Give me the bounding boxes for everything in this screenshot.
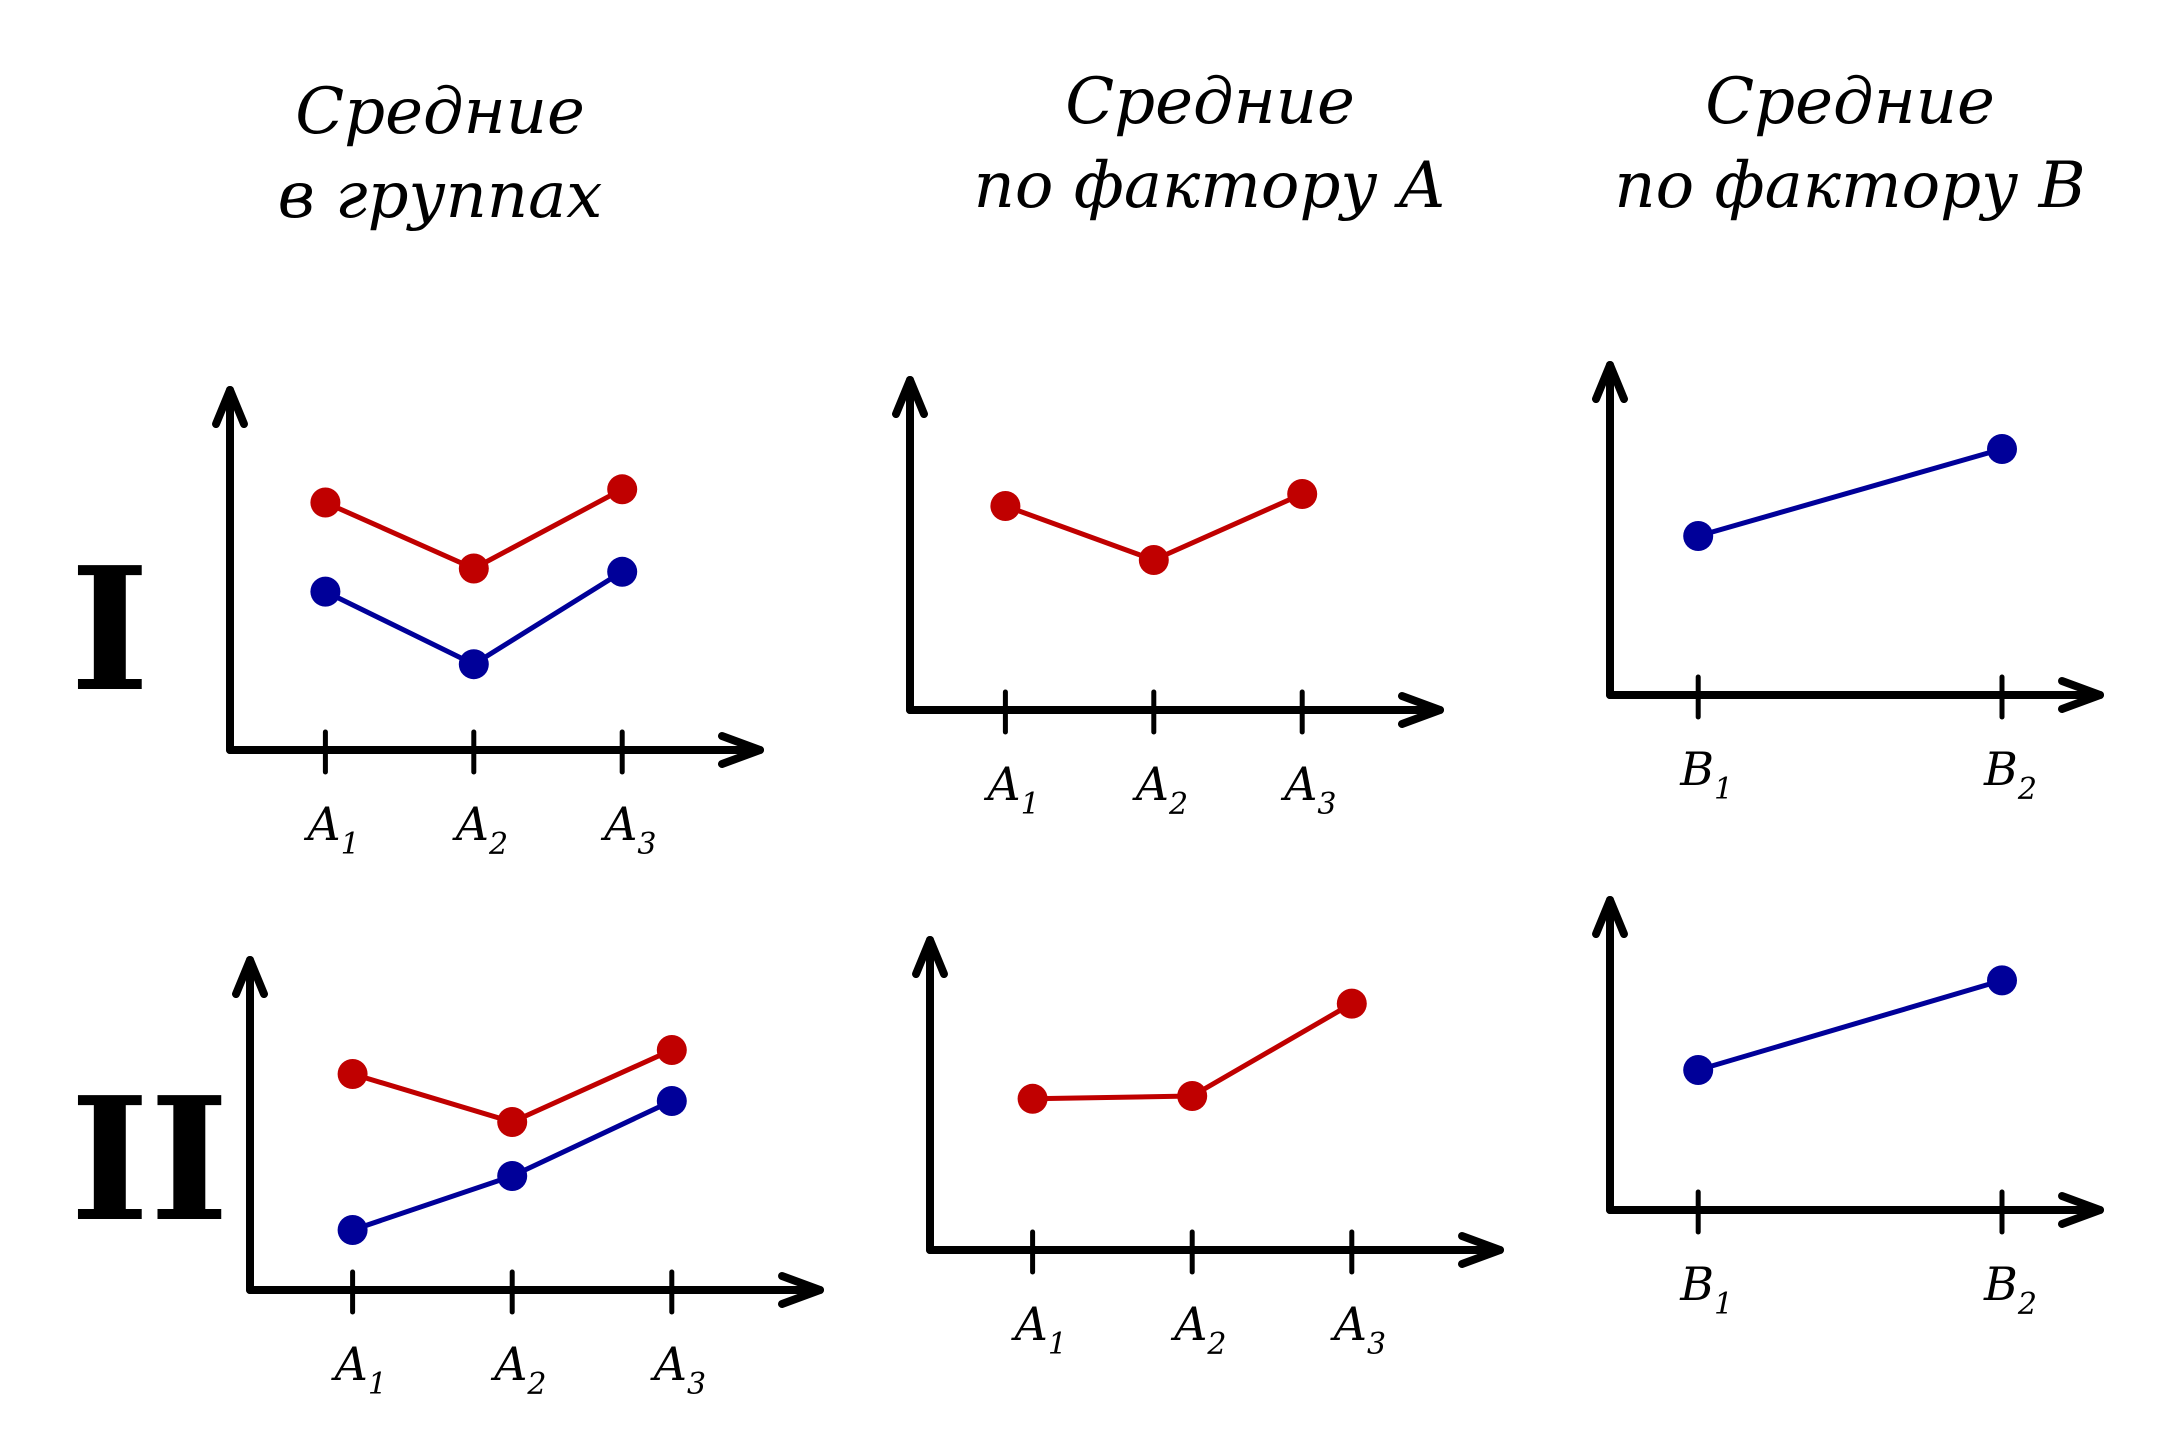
x-tick-label: A2 <box>452 797 508 862</box>
axes <box>892 376 1444 728</box>
chart-row1-factor-a: A1 A2 A3 <box>892 376 1444 822</box>
column-title-factor-b: Средние по фактору В <box>1560 60 2140 228</box>
x-tick-label: B1 <box>1679 742 1733 807</box>
column-title-line2: по фактору А <box>973 149 1447 223</box>
x-tick-label: A3 <box>600 797 656 862</box>
x-tick-label: B1 <box>1679 1257 1733 1322</box>
axes <box>232 956 824 1308</box>
x-axis-arrow <box>778 1272 824 1308</box>
data-point-blue <box>656 1086 687 1116</box>
data-point-blue <box>337 1215 368 1245</box>
data-point-blue <box>607 556 638 587</box>
data-point-blue <box>1987 965 2017 996</box>
axes <box>1592 896 2104 1228</box>
x-axis-arrow <box>1458 1232 1504 1268</box>
data-point-red <box>1177 1081 1208 1111</box>
data-point-red <box>497 1107 528 1137</box>
axes <box>912 936 1504 1268</box>
data-point-red <box>458 553 489 584</box>
row-label-1: I <box>70 530 150 730</box>
x-axis-arrow <box>1398 692 1444 728</box>
data-point-blue <box>1683 1055 1714 1085</box>
column-title-line2: в группах <box>277 159 603 233</box>
x-tick-label: A1 <box>1011 1297 1067 1362</box>
column-title-factor-a: Средние по фактору А <box>900 60 1520 228</box>
column-title-line1: Средние <box>295 75 585 149</box>
data-point-red <box>337 1059 368 1089</box>
x-tick-label: A1 <box>983 757 1039 822</box>
x-axis-arrow <box>718 732 764 768</box>
chart-row2-factor-b: B1 B2 <box>1592 896 2104 1322</box>
series-line-blue <box>1697 978 2003 1073</box>
x-tick-label: B2 <box>1983 742 2037 807</box>
x-tick-label: A3 <box>650 1337 706 1402</box>
chart-row2-groups: A1 A2 A3 <box>232 956 824 1402</box>
x-tick-label: A1 <box>331 1337 387 1402</box>
y-axis-arrow <box>912 936 948 978</box>
data-point-blue <box>1987 434 2017 464</box>
x-tick-label: A2 <box>1132 757 1188 822</box>
axes <box>1592 361 2104 713</box>
row-label-2: II <box>70 1060 230 1260</box>
data-point-red <box>1336 988 1367 1019</box>
x-tick-label: A2 <box>490 1337 546 1402</box>
data-point-blue <box>458 649 489 680</box>
y-axis-arrow <box>212 386 248 428</box>
data-point-blue <box>497 1161 528 1191</box>
x-tick-label: A3 <box>1280 757 1336 822</box>
data-point-red <box>1287 479 1318 509</box>
column-title-line2: по фактору В <box>1614 149 2086 223</box>
series-line-blue <box>1697 446 2003 539</box>
data-point-red <box>310 487 341 518</box>
x-axis-arrow <box>2058 677 2104 713</box>
chart-row1-factor-b: B1 B2 <box>1592 361 2104 807</box>
axes <box>212 386 764 768</box>
chart-row2-factor-a: A1 A2 A3 <box>912 936 1504 1362</box>
y-axis-arrow <box>1592 361 1628 403</box>
data-point-red <box>1138 545 1169 575</box>
x-tick-label: A1 <box>303 797 359 862</box>
x-axis-arrow <box>2058 1192 2104 1228</box>
y-axis-arrow <box>232 956 268 998</box>
column-title-groups: Средние в группах <box>180 70 700 238</box>
data-point-blue <box>310 576 341 607</box>
data-point-red <box>656 1035 687 1065</box>
data-point-red <box>607 474 638 505</box>
x-tick-label: A2 <box>1170 1297 1226 1362</box>
data-point-red <box>1017 1083 1048 1114</box>
y-axis-arrow <box>1592 896 1628 938</box>
data-point-blue <box>1683 521 1714 551</box>
x-tick-label: A3 <box>1330 1297 1386 1362</box>
chart-row1-groups: A1 A2 A3 <box>212 386 764 862</box>
column-title-line1: Средние <box>1065 65 1355 139</box>
x-tick-label: B2 <box>1983 1257 2037 1322</box>
data-point-red <box>990 491 1021 521</box>
y-axis-arrow <box>892 376 928 418</box>
column-title-line1: Средние <box>1705 65 1995 139</box>
